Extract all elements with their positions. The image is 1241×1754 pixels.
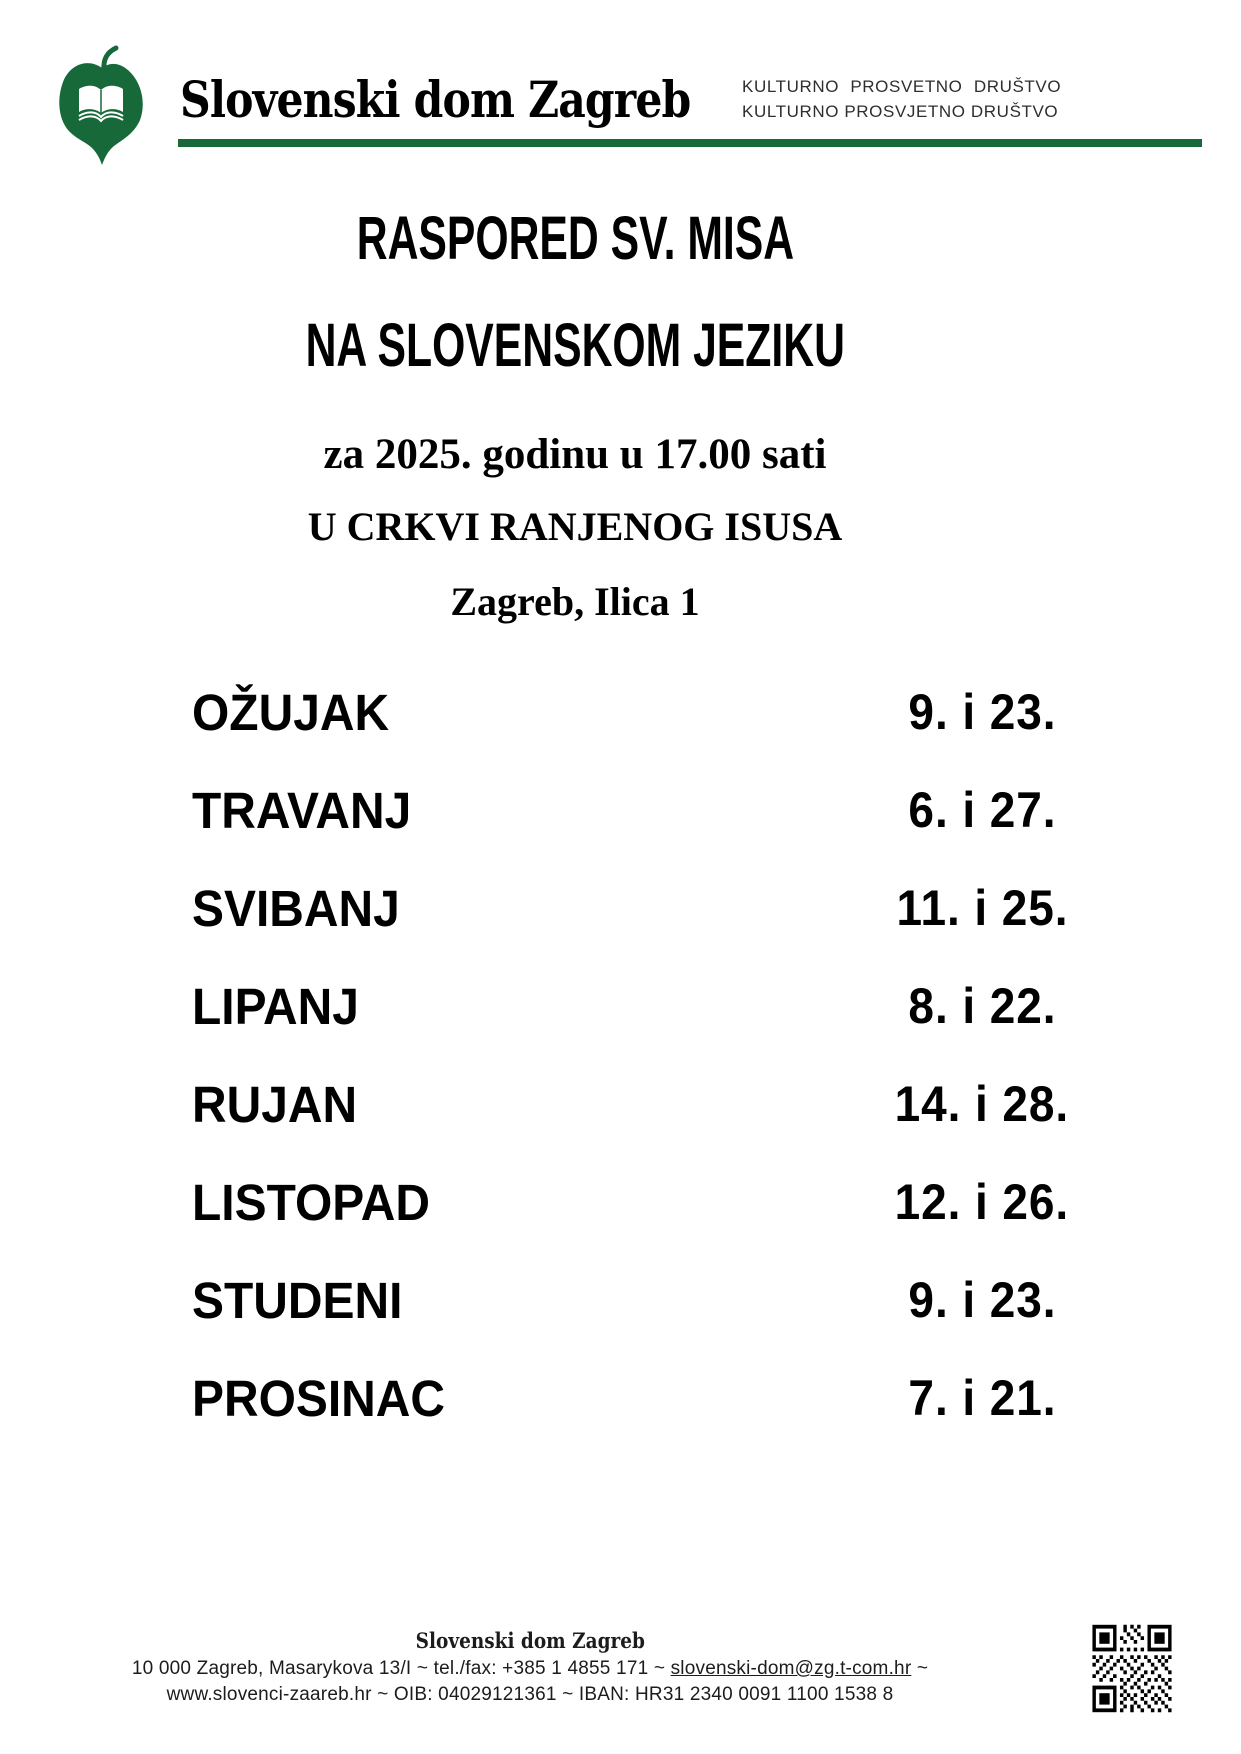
- qr-modules: [1092, 1624, 1172, 1713]
- footer-email: slovenski-dom@zg.t-com.hr: [670, 1658, 912, 1679]
- footer: Slovenski dom Zagreb 10 000 Zagreb, Masa…: [10, 1628, 1050, 1708]
- poster-church-line: U CRKVI RANJENOG ISUSA: [307, 504, 843, 549]
- schedule-row: SVIBANJ 11. i 25.: [192, 859, 1102, 957]
- header-divider: [178, 139, 1202, 147]
- qr-finder-top-left: [1092, 1624, 1117, 1652]
- society-name-slovenian: KULTURNO PROSVETNO DRUŠTVO: [742, 77, 1062, 96]
- dates-value: 12. i 26.: [894, 1174, 1070, 1230]
- dates-value: 6. i 27.: [907, 782, 1057, 838]
- dates-value: 11. i 25.: [896, 880, 1068, 936]
- footer-contact-prefix: 10 000 Zagreb, Masarykova 13/I ~ tel./fa…: [131, 1658, 671, 1679]
- schedule-row: TRAVANJ 6. i 27.: [192, 761, 1102, 859]
- schedule-row: OŽUJAK 9. i 23.: [192, 663, 1102, 761]
- header-org-title: Slovenski dom Zagreb: [180, 70, 780, 129]
- organization-logo: [59, 45, 143, 165]
- month-label: PROSINAC: [192, 1369, 446, 1427]
- header-org-title-text: Slovenski dom Zagreb: [180, 70, 691, 129]
- schedule-row: LISTOPAD 12. i 26.: [192, 1153, 1102, 1251]
- poster-address-line: Zagreb, Ilica 1: [450, 579, 700, 624]
- footer-contact-line: 10 000 Zagreb, Masarykova 13/I ~ tel./fa…: [10, 1656, 1050, 1682]
- month-label: TRAVANJ: [192, 781, 412, 839]
- dates-value: 14. i 28.: [894, 1076, 1070, 1132]
- qr-code: [1089, 1621, 1175, 1716]
- schedule-row: RUJAN 14. i 28.: [192, 1055, 1102, 1153]
- dates-value: 7. i 21.: [907, 1370, 1057, 1426]
- poster-subtitle: za 2025. godinu u 17.00 sati: [323, 431, 827, 478]
- open-book-icon: [78, 85, 124, 123]
- month-label: SVIBANJ: [192, 879, 400, 937]
- society-names: KULTURNO PROSVETNO DRUŠTVO KULTURNO PROS…: [742, 74, 1062, 124]
- poster-title-line1: RASPORED SV. MISA: [356, 204, 794, 272]
- dates-value: 8. i 22.: [907, 978, 1057, 1034]
- month-label: LIPANJ: [192, 977, 359, 1035]
- mass-schedule-table: OŽUJAK 9. i 23. TRAVANJ 6. i 27. SVIBANJ…: [192, 663, 1102, 1447]
- month-label: LISTOPAD: [192, 1173, 430, 1231]
- footer-org-name: Slovenski dom Zagreb: [415, 1628, 645, 1653]
- qr-finder-top-right: [1147, 1624, 1172, 1652]
- footer-info-line: www.slovenci-zaareb.hr ~ OIB: 0402912136…: [166, 1684, 894, 1705]
- month-label: RUJAN: [192, 1075, 358, 1133]
- schedule-row: PROSINAC 7. i 21.: [192, 1349, 1102, 1447]
- schedule-row: STUDENI 9. i 23.: [192, 1251, 1102, 1349]
- dates-value: 9. i 23.: [907, 1272, 1057, 1328]
- leaf-body: [59, 63, 143, 165]
- month-label: STUDENI: [192, 1271, 403, 1329]
- dates-value: 9. i 23.: [907, 684, 1057, 740]
- footer-contact-suffix: ~: [911, 1658, 929, 1679]
- society-name-croatian: KULTURNO PROSVJETNO DRUŠTVO: [742, 102, 1059, 121]
- qr-finder-bottom-left: [1092, 1685, 1117, 1713]
- poster-title-line2: NA SLOVENSKOM JEZIKU: [305, 311, 845, 379]
- schedule-row: LIPANJ 8. i 22.: [192, 957, 1102, 1055]
- month-label: OŽUJAK: [192, 683, 390, 741]
